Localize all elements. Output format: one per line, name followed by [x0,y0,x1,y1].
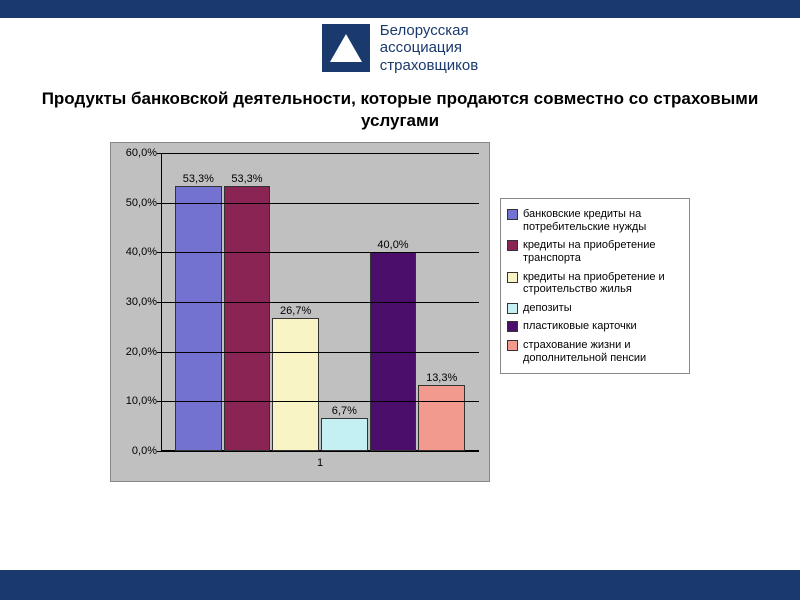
legend-item: кредиты на приобретение и строительство … [507,268,683,299]
legend-label: пластиковые карточки [523,320,637,333]
bar: 53,3% [175,186,222,451]
bottom-bar [0,570,800,600]
legend-item: страхование жизни и дополнительной пенси… [507,336,683,367]
legend-label: банковские кредиты на потребительские ну… [523,208,683,233]
legend-label: депозиты [523,302,572,315]
bar-value-label: 40,0% [377,239,408,253]
chart-container: 53,3%53,3%26,7%6,7%40,0%13,3% 1 0,0%10,0… [110,142,690,482]
grid-line [161,451,479,452]
org-name: Белорусская ассоциация страховщиков [380,22,478,74]
bar-value-label: 13,3% [426,372,457,386]
legend-swatch [507,240,518,251]
org-line1: Белорусская [380,22,478,39]
logo-icon [322,24,370,72]
chart-wrap: 53,3%53,3%26,7%6,7%40,0%13,3% 1 0,0%10,0… [0,142,800,482]
bar-value-label: 53,3% [183,173,214,187]
grid-line [161,302,479,303]
legend-item: пластиковые карточки [507,317,683,336]
bar: 6,7% [321,418,368,451]
y-axis-label: 10,0% [126,395,161,407]
y-axis-label: 30,0% [126,296,161,308]
legend-label: кредиты на приобретение и строительство … [523,271,683,296]
grid-line [161,203,479,204]
bar-value-label: 6,7% [332,405,357,419]
bar: 26,7% [272,318,319,451]
legend-label: кредиты на приобретение транспорта [523,239,683,264]
y-axis-label: 0,0% [132,445,161,457]
legend-swatch [507,340,518,351]
y-axis-label: 60,0% [126,147,161,159]
legend-swatch [507,303,518,314]
org-line2: ассоциация [380,39,478,56]
legend: банковские кредиты на потребительские ну… [500,198,690,374]
y-axis-label: 40,0% [126,246,161,258]
legend-swatch [507,272,518,283]
logo-area: Белорусская ассоциация страховщиков [0,18,800,82]
legend-item: депозиты [507,299,683,318]
org-line3: страховщиков [380,57,478,74]
grid-line [161,401,479,402]
page-title: Продукты банковской деятельности, которы… [0,82,800,142]
x-category-label: 1 [317,451,323,469]
legend-swatch [507,321,518,332]
bar-value-label: 53,3% [231,173,262,187]
legend-label: страхование жизни и дополнительной пенси… [523,339,683,364]
grid-line [161,252,479,253]
legend-item: банковские кредиты на потребительские ну… [507,205,683,236]
top-bar [0,0,800,18]
bar-value-label: 26,7% [280,305,311,319]
plot-area: 53,3%53,3%26,7%6,7%40,0%13,3% 1 0,0%10,0… [110,142,490,482]
y-axis-label: 50,0% [126,197,161,209]
plot-inner: 53,3%53,3%26,7%6,7%40,0%13,3% 1 0,0%10,0… [161,153,479,451]
legend-swatch [507,209,518,220]
legend-item: кредиты на приобретение транспорта [507,236,683,267]
grid-line [161,153,479,154]
grid-line [161,352,479,353]
y-axis-label: 20,0% [126,346,161,358]
bar: 53,3% [224,186,271,451]
bar: 13,3% [418,385,465,451]
